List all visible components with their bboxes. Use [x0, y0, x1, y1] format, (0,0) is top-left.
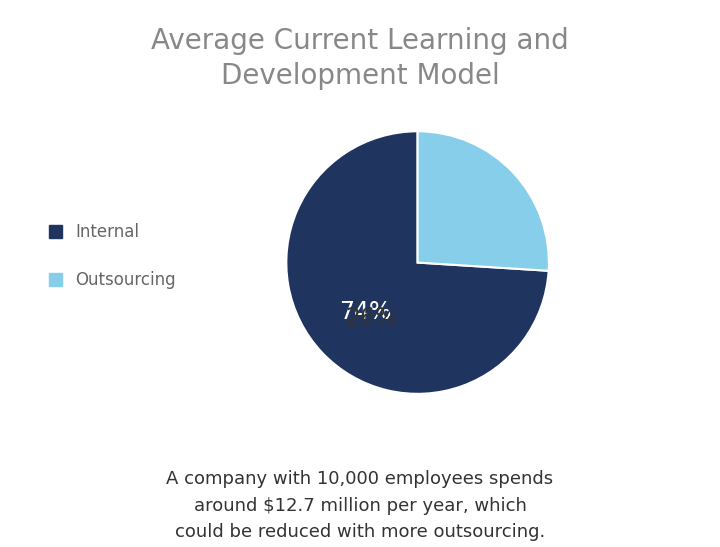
Legend: Internal, Outsourcing: Internal, Outsourcing	[48, 223, 176, 289]
Text: A company with 10,000 employees spends
around $12.7 million per year, which
coul: A company with 10,000 employees spends a…	[166, 470, 554, 541]
Text: 26%: 26%	[346, 306, 397, 330]
Wedge shape	[418, 131, 549, 271]
Text: Average Current Learning and
Development Model: Average Current Learning and Development…	[151, 27, 569, 90]
Wedge shape	[287, 131, 549, 394]
Text: 74%: 74%	[339, 300, 391, 324]
